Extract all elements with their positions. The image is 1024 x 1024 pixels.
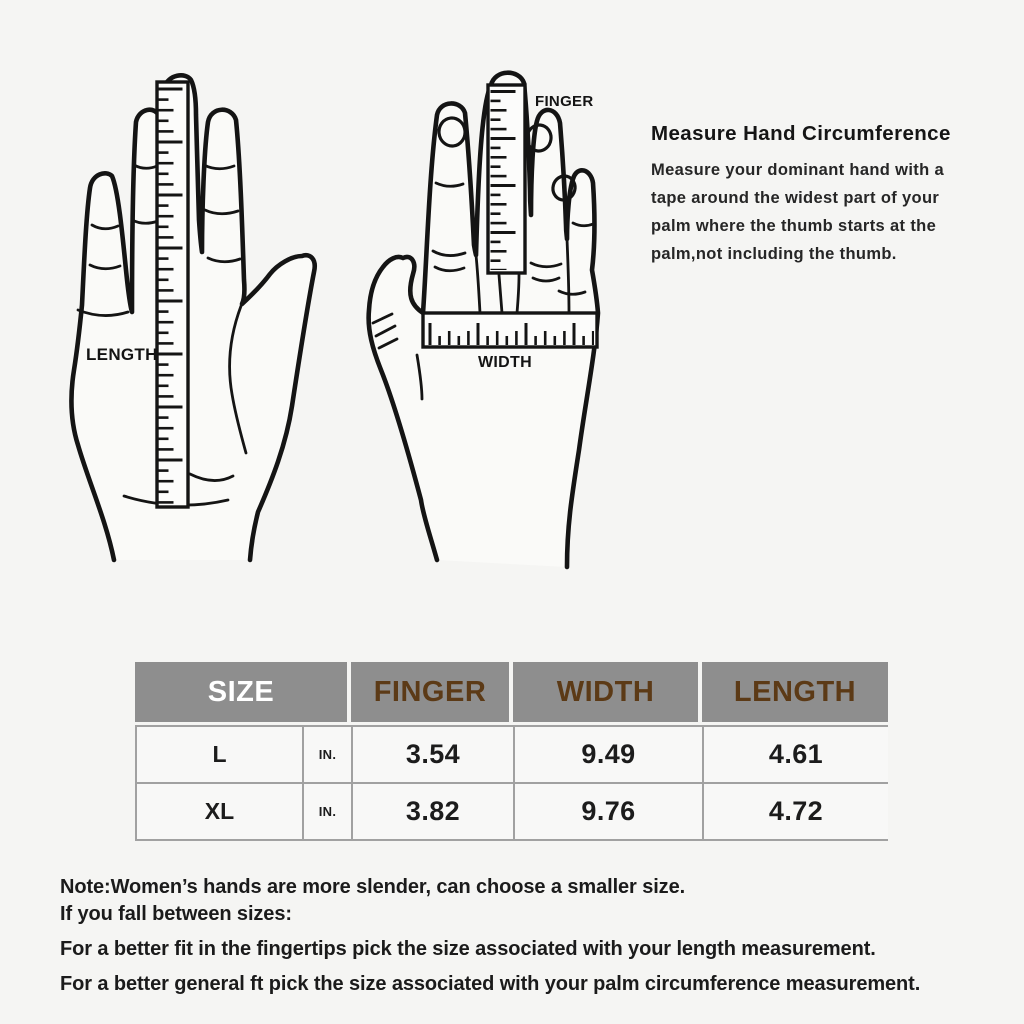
instructions-line: Measure your dominant hand with a: [651, 161, 945, 179]
width-ruler-label: WIDTH: [478, 354, 532, 371]
header-cell-finger: FINGER: [351, 662, 513, 722]
cell-unit-xl: IN.: [304, 784, 351, 839]
size-table-body: L IN. 3.54 9.49 4.61 XL IN. 3.82 9.76 4.…: [135, 725, 888, 841]
left-hand-creases: [76, 163, 248, 507]
instructions-block: Measure Hand Circumference Measure your …: [651, 122, 1003, 268]
cell-length-xl: 4.72: [704, 784, 888, 839]
note-line-3: For a better fit in the fingertips pick …: [60, 938, 876, 960]
cell-size-xl: XL: [137, 784, 302, 839]
cell-width-l: 9.49: [515, 727, 702, 782]
cell-size-l: L: [137, 727, 302, 782]
cell-finger-l: 3.54: [353, 727, 513, 782]
instructions-title: Measure Hand Circumference: [651, 122, 951, 145]
left-hand-outline: [69, 73, 317, 563]
instructions-line: palm where the thumb starts at the: [651, 217, 937, 235]
size-table-header: SIZE FINGER WIDTH LENGTH: [135, 662, 888, 722]
right-hand-creases: [371, 181, 595, 401]
header-cell-length: LENGTH: [702, 662, 888, 722]
left-hand-fill: [71, 75, 315, 560]
length-ruler-label: LENGTH: [86, 345, 158, 364]
finger-ruler: [486, 83, 527, 275]
header-cell-width: WIDTH: [513, 662, 702, 722]
finger-ruler-label: FINGER: [535, 93, 594, 110]
cell-unit-l: IN.: [304, 727, 351, 782]
size-table: SIZE FINGER WIDTH LENGTH L IN. 3.54 9.49…: [135, 662, 888, 841]
right-hand-outline: [366, 70, 601, 570]
header-cell-size: SIZE: [135, 662, 351, 722]
note-line-4: For a better general ft pick the size as…: [60, 973, 921, 995]
instructions-line: tape around the widest part of your: [651, 189, 940, 207]
note-line-2: If you fall between sizes:: [60, 903, 292, 925]
width-ruler: [421, 311, 599, 349]
cell-width-xl: 9.76: [515, 784, 702, 839]
length-ruler: [155, 80, 190, 509]
right-hand-illustration: [366, 70, 601, 570]
cell-length-l: 4.61: [704, 727, 888, 782]
left-hand-illustration: [69, 73, 317, 563]
instructions-line: palm,not including the thumb.: [651, 245, 897, 263]
cell-finger-xl: 3.82: [353, 784, 513, 839]
note-line-1: Note:Women’s hands are more slender, can…: [60, 876, 686, 898]
